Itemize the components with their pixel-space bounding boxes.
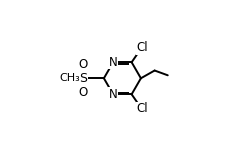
Text: O: O bbox=[78, 58, 87, 71]
Text: Cl: Cl bbox=[135, 102, 147, 115]
Text: N: N bbox=[108, 88, 117, 101]
Text: O: O bbox=[78, 86, 87, 98]
Text: S: S bbox=[79, 72, 87, 85]
Text: N: N bbox=[108, 56, 117, 69]
Text: Cl: Cl bbox=[135, 41, 147, 54]
Text: CH₃: CH₃ bbox=[59, 73, 79, 83]
